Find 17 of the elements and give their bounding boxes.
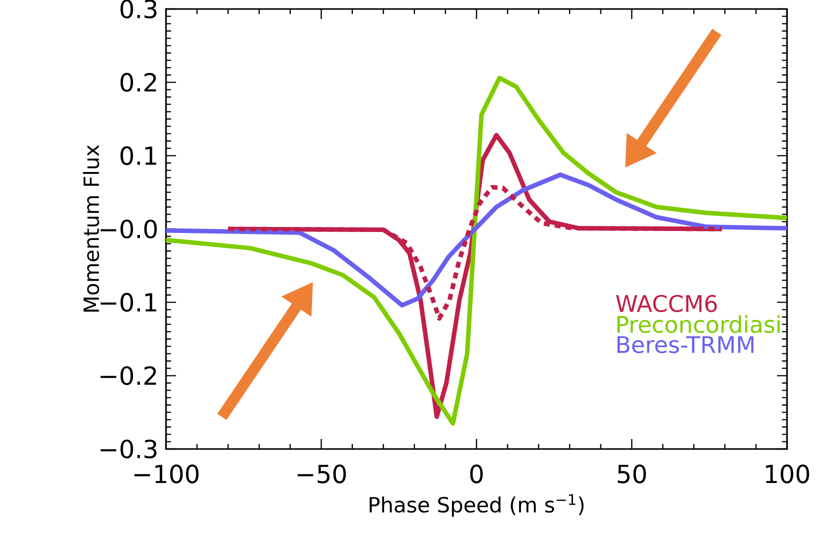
text: WACCM6 xyxy=(616,294,717,312)
x-tick-label: −50 xyxy=(298,464,346,484)
x-tick-label: 100 xyxy=(766,464,810,484)
y-tick-label: −0.3 xyxy=(100,440,156,458)
y-tick-label: −0.0 xyxy=(100,220,157,238)
x-tick-label: 50 xyxy=(618,464,646,484)
text: Preconcordiasi xyxy=(617,315,780,334)
y-tick-label: 0.3 xyxy=(120,0,156,18)
x-tick-label: −100 xyxy=(134,464,199,484)
x-axis-title: Phase Speed (m s$^{−1}$) xyxy=(370,494,584,517)
text: Beres-TRMM xyxy=(617,336,754,354)
y-tick-label: 0.1 xyxy=(120,146,156,166)
y-axis-title: Momentum Flux xyxy=(82,145,100,312)
x-tick-label: 0 xyxy=(470,464,483,484)
y-tick-label: −0.2 xyxy=(100,366,156,386)
y-tick-label: −0.1 xyxy=(100,292,156,312)
y-tick-label: 0.2 xyxy=(120,72,156,92)
